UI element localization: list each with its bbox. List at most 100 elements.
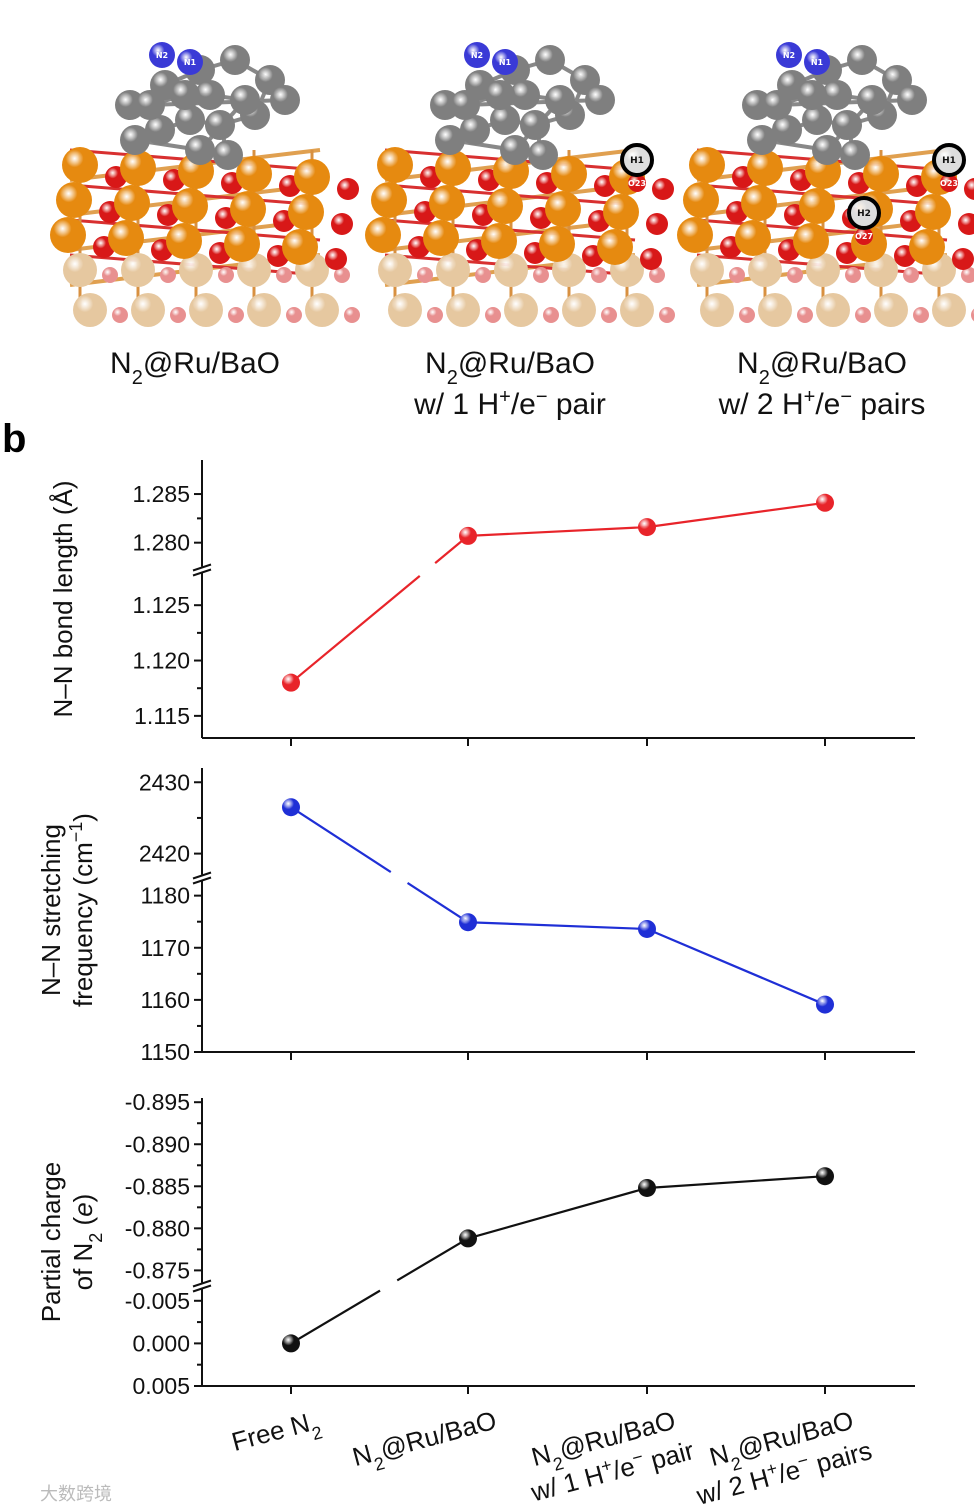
ru-atom	[205, 110, 235, 140]
y-tick-label: 1.285	[132, 481, 190, 507]
series-line-segment	[290, 806, 469, 924]
y-tick-label: 1.280	[132, 530, 190, 556]
ba-atom-back	[700, 293, 734, 327]
o-atom-back	[334, 267, 350, 283]
data-point-stretching-frequency-3	[638, 919, 656, 938]
y-tick-label: 1170	[141, 935, 190, 961]
ru-atom	[185, 135, 215, 165]
o-atom-back	[729, 267, 745, 283]
ba-atom	[166, 223, 202, 259]
o-atom-back	[797, 307, 813, 323]
ba-atom	[735, 220, 771, 256]
ba-atom	[793, 223, 829, 259]
ru-atom	[797, 80, 827, 110]
ba-atom-back	[874, 293, 908, 327]
o-atom-back	[485, 307, 501, 323]
x-category-label-1: Free N2	[228, 1407, 324, 1457]
ba-atom	[288, 194, 324, 230]
o-atom-back	[971, 308, 974, 322]
ru-atom	[175, 105, 205, 135]
ba-atom-back	[179, 253, 213, 287]
y-tick-label: -0.885	[125, 1173, 190, 1199]
series-line-segment	[290, 1237, 469, 1345]
ba-atom	[172, 188, 208, 224]
structure-title: N2@Ru/BaO	[425, 347, 595, 389]
o-atom	[958, 213, 974, 235]
y-axis-title-line2: of N2 (e)	[68, 1194, 106, 1291]
ba-atom	[236, 156, 272, 192]
ru-atom	[747, 125, 777, 155]
ba-atom-back	[690, 253, 724, 287]
ru-atom	[585, 85, 615, 115]
axis-break-mark	[192, 1284, 212, 1293]
ba-atom-back	[305, 293, 339, 327]
y-tick-label: 0.005	[132, 1373, 190, 1399]
o-atom-back	[427, 307, 443, 323]
y-axis-title: N–N bond length (Å)	[48, 480, 78, 717]
y-tick-label: -0.895	[125, 1089, 190, 1115]
ru-atom	[270, 85, 300, 115]
o-atom-back	[160, 267, 176, 283]
series-line-segment	[467, 526, 648, 537]
ba-atom	[487, 188, 523, 224]
o-atom	[337, 178, 359, 200]
y-axis-title-line1: N–N stretching	[36, 824, 66, 996]
ru-atom	[145, 115, 175, 145]
o-atom-back	[218, 267, 234, 283]
ru-atom	[847, 45, 877, 75]
ru-atom	[822, 80, 852, 110]
axis-break-mark	[192, 871, 212, 880]
ru-atom	[490, 105, 520, 135]
ba-atom-back	[121, 253, 155, 287]
o-tag: O23	[628, 179, 646, 188]
y-axis-title-line2: frequency (cm−1)	[66, 813, 98, 1007]
ru-atom	[897, 85, 927, 115]
ru-atom	[802, 105, 832, 135]
series-break-gap	[375, 1273, 402, 1298]
o-atom	[646, 213, 668, 235]
ru-atom	[213, 140, 243, 170]
structure-subtitle: w/ 2 H+/e− pairs	[718, 386, 926, 421]
watermark-text: 大数跨境	[40, 1484, 112, 1505]
o-tag: O27	[855, 232, 873, 241]
ru-atom	[460, 115, 490, 145]
ba-atom	[62, 147, 98, 183]
n2-atom	[149, 42, 175, 68]
ba-atom	[863, 156, 899, 192]
y-tick-label: 1150	[141, 1039, 190, 1065]
structure-title: N2@Ru/BaO	[737, 347, 907, 389]
structure-1: N2 N1 N2@Ru/BaO	[50, 42, 360, 389]
o-atom-back	[845, 267, 861, 283]
n2-tag: N2	[783, 51, 795, 60]
y-tick-label: 1180	[141, 883, 190, 909]
ba-atom-back	[758, 293, 792, 327]
ba-atom	[551, 156, 587, 192]
ru-atom	[832, 110, 862, 140]
ba-atom-back	[748, 253, 782, 287]
chart-panel-stretching-frequency: 1150 1160 1170 1180 2420 2430 N–N stretching fr…	[36, 768, 915, 1065]
ru-atom	[485, 80, 515, 110]
o-atom-back	[855, 307, 871, 323]
category-line1: N2@Ru/BaO	[349, 1405, 501, 1480]
ba-atom	[747, 150, 783, 186]
o-atom	[640, 248, 662, 270]
ba-atom	[539, 226, 575, 262]
n2-atom	[464, 42, 490, 68]
ru-atom	[220, 45, 250, 75]
ba-atom	[677, 217, 713, 253]
ba-atom-back	[446, 293, 480, 327]
data-point-partial-charge-2	[459, 1229, 477, 1248]
ru-atom	[450, 90, 480, 120]
o-atom-back	[475, 267, 491, 283]
chart-panel-partial-charge: 0.005 0.000 -0.005 -0.875 -0.880 -0.885 -0.890…	[36, 1089, 915, 1399]
ba-atom	[377, 147, 413, 183]
n2-tag: N2	[471, 51, 483, 60]
structure-title: N2@Ru/BaO	[110, 347, 280, 389]
ba-atom	[799, 188, 835, 224]
ru-atom	[135, 90, 165, 120]
y-tick-label: 2430	[139, 769, 190, 795]
o-atom-back	[543, 307, 559, 323]
o-atom-back	[228, 307, 244, 323]
series-line-segment	[467, 1186, 648, 1240]
